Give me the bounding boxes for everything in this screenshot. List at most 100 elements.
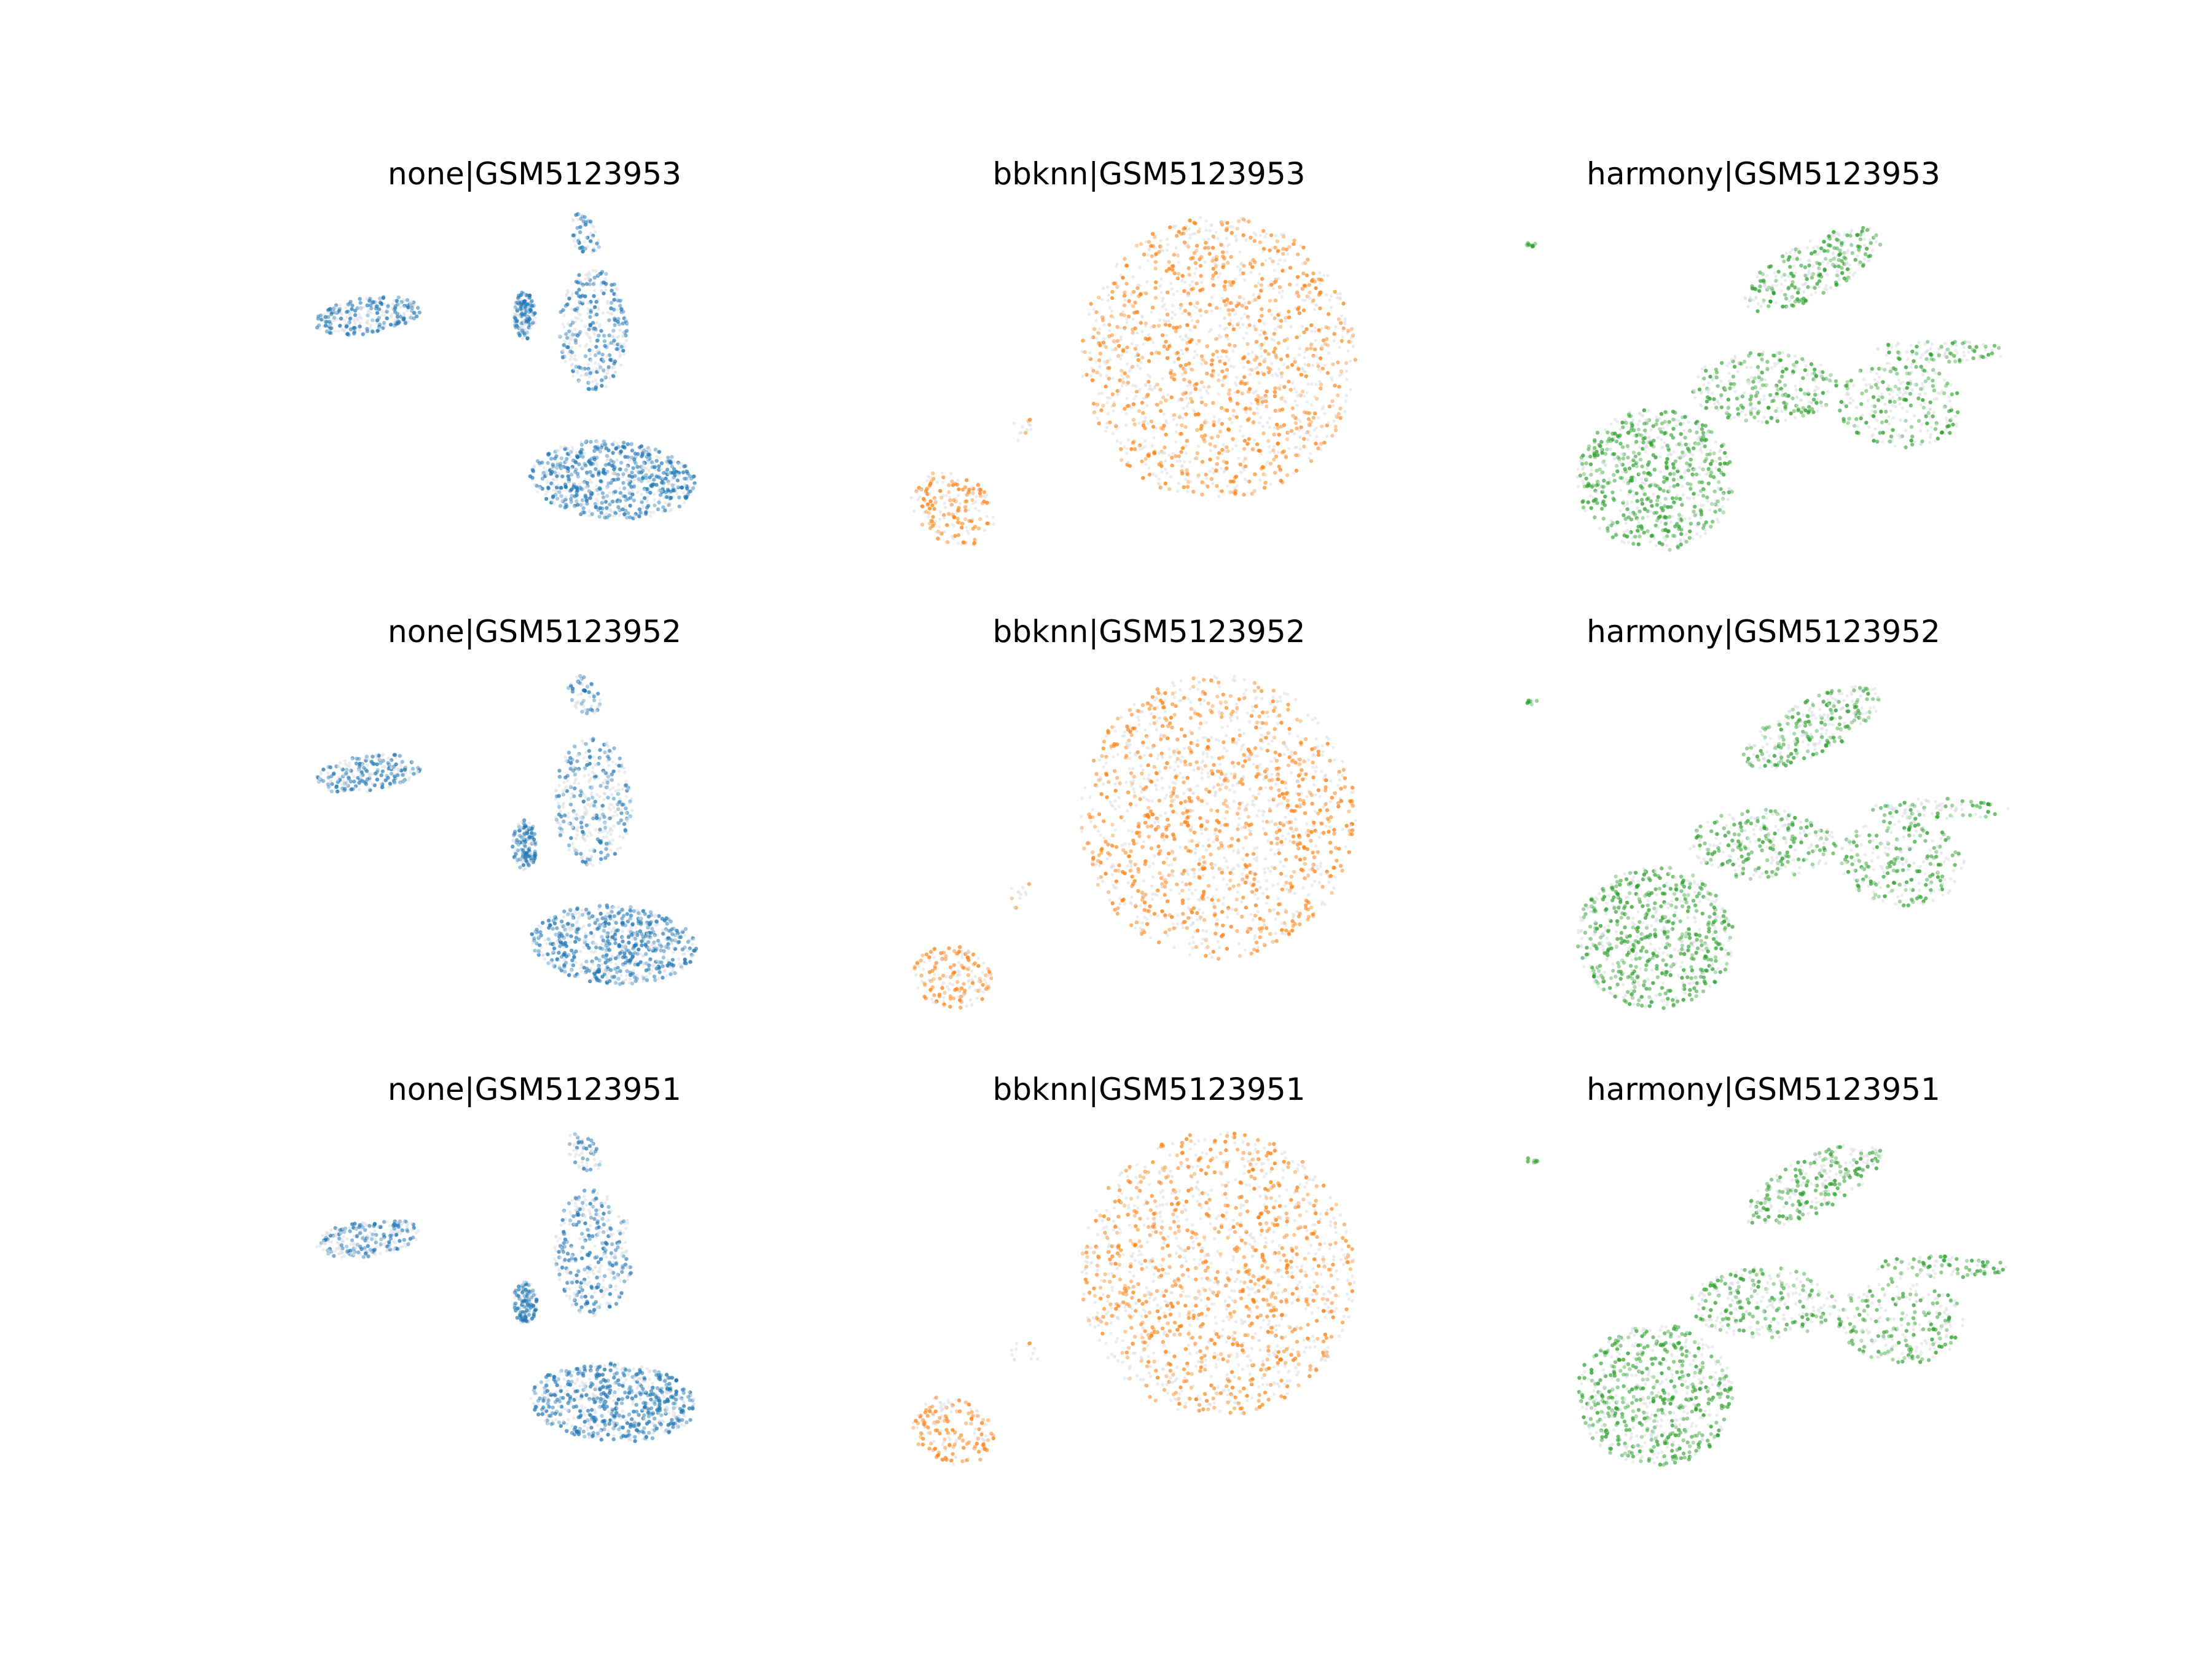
- data-point: [582, 510, 587, 515]
- background-point: [609, 508, 613, 512]
- background-point: [1097, 327, 1101, 331]
- data-point: [1214, 305, 1219, 310]
- background-point: [1277, 291, 1281, 294]
- data-point: [1783, 383, 1787, 388]
- background-point: [1913, 440, 1916, 444]
- data-point: [927, 506, 932, 511]
- background-point: [1779, 283, 1783, 286]
- data-point: [1333, 428, 1338, 433]
- data-point: [1821, 291, 1826, 295]
- data-point: [1672, 472, 1676, 476]
- data-point: [348, 299, 353, 304]
- data-point: [1325, 371, 1330, 375]
- background-point: [1310, 329, 1314, 334]
- background-point: [1233, 381, 1237, 385]
- background-point: [597, 369, 601, 372]
- background-point: [603, 277, 607, 281]
- background-point: [1179, 335, 1182, 339]
- data-point: [664, 476, 668, 480]
- data-point: [324, 320, 328, 324]
- data-point: [1690, 473, 1695, 477]
- background-point: [1837, 278, 1841, 281]
- background-point: [1826, 262, 1830, 265]
- background-point: [551, 500, 554, 503]
- background-point: [1720, 465, 1724, 469]
- data-point: [1586, 447, 1591, 452]
- background-point: [1808, 239, 1812, 243]
- background-point: [1845, 391, 1849, 394]
- background-point: [597, 306, 600, 310]
- background-point: [1838, 283, 1841, 287]
- background-point: [683, 501, 686, 504]
- data-point: [1314, 286, 1318, 291]
- background-point: [1581, 468, 1585, 471]
- data-point: [664, 495, 669, 500]
- background-point: [622, 310, 626, 314]
- data-point: [1241, 233, 1245, 237]
- data-point: [1947, 359, 1951, 364]
- background-point: [1666, 423, 1669, 427]
- background-point: [533, 482, 536, 486]
- data-point: [1165, 312, 1170, 316]
- data-point: [1125, 404, 1130, 408]
- data-point: [1287, 315, 1292, 320]
- background-point: [1191, 280, 1194, 284]
- data-point: [1156, 324, 1161, 328]
- data-point: [1631, 450, 1636, 455]
- background-point: [583, 324, 587, 328]
- background-point: [1223, 219, 1226, 223]
- data-point: [1153, 296, 1158, 300]
- data-point: [1327, 404, 1332, 409]
- background-point: [1172, 417, 1175, 422]
- data-point: [1227, 342, 1232, 347]
- data-point: [1285, 473, 1290, 477]
- background-point: [1225, 355, 1228, 359]
- background-point: [1737, 414, 1741, 418]
- background-point: [1663, 441, 1666, 444]
- data-point: [1185, 347, 1189, 351]
- data-point: [1781, 369, 1785, 374]
- data-point: [601, 470, 606, 474]
- data-point: [1119, 458, 1124, 462]
- data-point: [1281, 251, 1285, 256]
- background-point: [1926, 429, 1930, 433]
- background-point: [1810, 273, 1813, 276]
- data-point: [1265, 404, 1269, 409]
- background-point: [1029, 428, 1033, 431]
- background-point: [337, 329, 340, 333]
- data-point: [1306, 363, 1311, 367]
- data-point: [947, 490, 951, 495]
- data-point: [1098, 343, 1102, 348]
- background-point: [594, 269, 598, 273]
- data-point: [642, 496, 647, 500]
- data-point: [1907, 371, 1912, 376]
- data-point: [1656, 495, 1660, 499]
- background-point: [1229, 319, 1233, 323]
- data-point: [1816, 273, 1821, 278]
- data-point: [1150, 254, 1154, 259]
- background-point: [1770, 366, 1773, 370]
- data-point: [579, 216, 583, 221]
- data-point: [1240, 391, 1244, 396]
- background-point: [1184, 452, 1188, 455]
- data-point: [1714, 375, 1719, 380]
- background-point: [1326, 273, 1330, 277]
- background-point: [1278, 311, 1282, 315]
- data-point: [1023, 431, 1028, 435]
- data-point: [381, 296, 385, 300]
- data-point: [512, 315, 517, 320]
- background-point: [1674, 423, 1678, 428]
- background-point: [1848, 396, 1852, 400]
- background-point: [588, 273, 592, 276]
- background-point: [590, 236, 595, 240]
- data-point: [1131, 402, 1136, 406]
- background-point: [1906, 357, 1910, 361]
- data-point: [1871, 395, 1876, 399]
- data-point: [628, 503, 632, 508]
- background-point: [1323, 364, 1327, 367]
- data-point: [1939, 431, 1944, 435]
- background-point: [1887, 384, 1891, 388]
- background-point: [570, 363, 574, 367]
- background-point: [563, 355, 567, 358]
- data-point: [1330, 434, 1335, 438]
